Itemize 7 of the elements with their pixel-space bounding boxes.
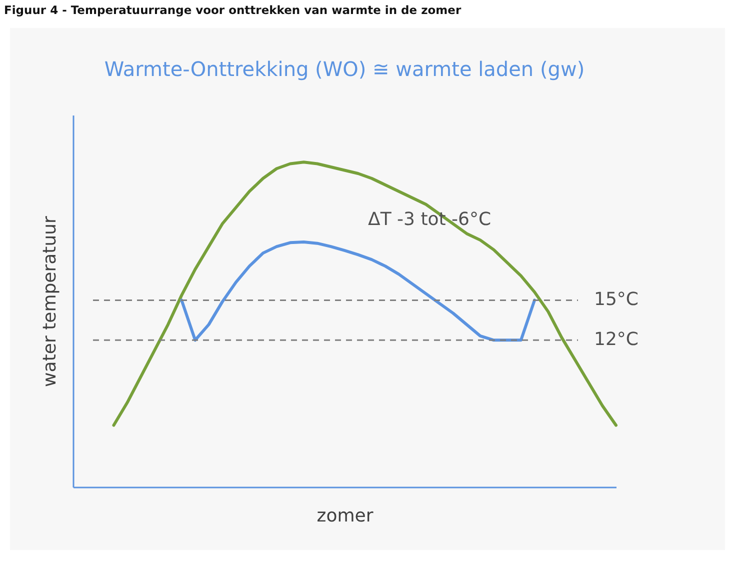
annotation: ΔT -3 tot -6°C [368, 209, 492, 230]
y-axis-title: water temperatuur [40, 215, 60, 387]
chart-title: Figuur 4 - Temperatuurrange voor onttrekken van warmte in de zomer [4, 3, 462, 17]
ref-line-label: 15°C [594, 289, 638, 310]
ref-line-label: 12°C [594, 329, 638, 350]
x-axis-title: zomer [316, 506, 374, 526]
chart-subtitle: Warmte-Onttrekking (WO) ≅ warmte laden (gw) [104, 57, 585, 81]
